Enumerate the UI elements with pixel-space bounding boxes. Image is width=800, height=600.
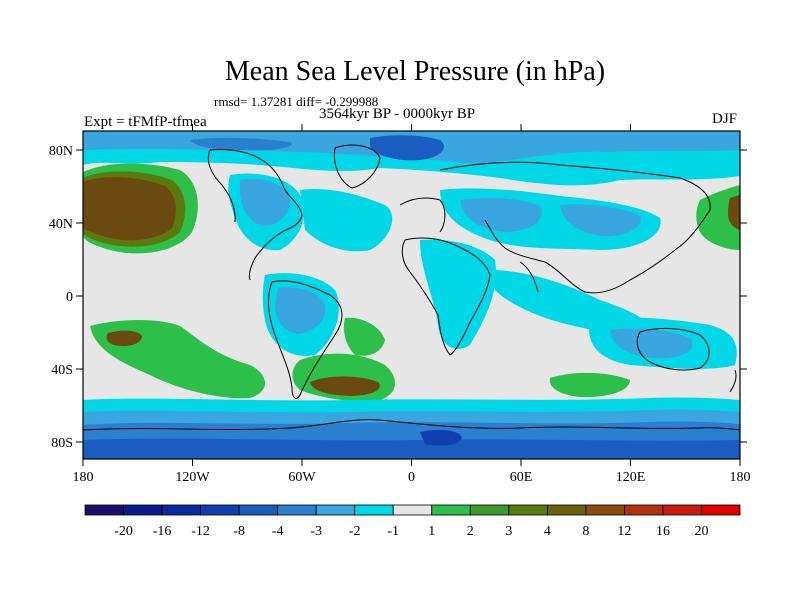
colorbar-swatch xyxy=(431,504,471,516)
australia-blue xyxy=(610,328,693,359)
lat-label-0: 0 xyxy=(66,290,73,305)
colorbar-swatch xyxy=(508,504,548,516)
map-title: Mean Sea Level Pressure (in hPa) xyxy=(224,56,606,87)
colorbar-swatch xyxy=(546,504,587,516)
colorbar-swatch xyxy=(354,504,394,516)
colorbar-label: 20 xyxy=(694,524,708,539)
colorbar-swatch xyxy=(701,504,741,516)
lat-label-80s: 80S xyxy=(51,436,73,451)
coast-australia xyxy=(636,327,710,371)
lat-label-40s: 40S xyxy=(51,363,73,378)
colorbar-swatch xyxy=(315,504,356,516)
colorbar: -20 -16 -12 -8 -4 -3 -2 -1 1 2 3 4 8 12 16 20 xyxy=(84,504,741,539)
lon-label-180w: 180 xyxy=(73,470,94,485)
satlantic-north-green xyxy=(343,317,385,356)
colorbar-label: -12 xyxy=(191,524,210,539)
colorbar-label: -8 xyxy=(233,524,245,539)
southern-darkblue xyxy=(420,430,462,446)
east-brown xyxy=(728,195,740,230)
coast-samerica xyxy=(267,280,343,399)
colorbar-swatch xyxy=(392,504,433,516)
lat-axis: 80N 40N 0 40S 80S xyxy=(49,144,747,451)
satlantic-brown xyxy=(310,376,380,396)
colorbar-label: -3 xyxy=(310,524,322,539)
sindian-green xyxy=(549,372,630,398)
colorbar-label: 12 xyxy=(617,524,631,539)
experiment-label: Expt = tFMfP-tfmea xyxy=(84,114,207,130)
colorbar-swatch xyxy=(123,504,163,516)
lon-label-60e: 60E xyxy=(510,470,533,485)
coast-namerica xyxy=(209,149,303,281)
southern-deepblue xyxy=(83,438,740,459)
npacific-brown xyxy=(83,177,176,241)
colorbar-swatch xyxy=(161,504,201,516)
lon-label-120e: 120E xyxy=(616,470,646,485)
colorbar-label: -1 xyxy=(387,524,399,539)
season-label: DJF xyxy=(712,111,738,127)
arctic-mid xyxy=(190,137,292,151)
colorbar-swatch xyxy=(277,504,317,516)
colorbar-label: 1 xyxy=(428,524,435,539)
coast-europe xyxy=(399,197,446,233)
colorbar-label: 16 xyxy=(656,524,670,539)
coast-antarctica xyxy=(83,419,740,431)
coast-africa xyxy=(401,237,491,356)
colorbar-label: -4 xyxy=(272,524,284,539)
colorbar-swatch xyxy=(662,504,702,516)
colorbar-swatch xyxy=(469,504,510,516)
colorbar-label: -2 xyxy=(349,524,361,539)
colorbar-swatch xyxy=(585,504,625,516)
lon-label-60w: 60W xyxy=(288,470,316,485)
colorbar-swatch xyxy=(624,504,664,516)
colorbar-swatch xyxy=(238,504,279,516)
lon-label-180e: 180 xyxy=(730,470,751,485)
arctic-deep xyxy=(370,135,444,161)
lon-axis: 180 120W 60W 0 60E 120E 180 xyxy=(73,124,751,485)
indian-cyan xyxy=(490,270,650,334)
colorbar-label: -20 xyxy=(114,524,133,539)
lat-label-40n: 40N xyxy=(49,217,73,232)
colorbar-label: 8 xyxy=(582,524,589,539)
lon-label-120w: 120W xyxy=(175,470,210,485)
colorbar-label: -16 xyxy=(153,524,172,539)
period-label: 3564kyr BP - 0000kyr BP xyxy=(319,106,476,122)
spacific-brown xyxy=(106,330,142,346)
samerica-blue xyxy=(275,287,326,334)
coastlines xyxy=(83,144,740,431)
atlantic-cyan xyxy=(300,189,393,252)
coast-namerica-west xyxy=(207,149,236,223)
coast-india xyxy=(519,261,539,293)
rmsd-diff-stats: rmsd= 1.37281 diff= -0.299988 xyxy=(214,94,379,109)
colorbar-swatch xyxy=(84,504,124,516)
pressure-field xyxy=(83,131,740,459)
lat-label-80n: 80N xyxy=(49,144,73,159)
coast-greenland xyxy=(333,144,381,189)
colorbar-label: 4 xyxy=(544,524,551,539)
colorbar-label: 3 xyxy=(505,524,512,539)
colorbar-swatch xyxy=(200,504,240,516)
coast-newzealand xyxy=(729,369,737,393)
lon-label-0: 0 xyxy=(408,470,415,485)
east-green xyxy=(696,185,740,250)
asia-blue xyxy=(560,204,641,237)
coast-asia xyxy=(439,161,711,294)
colorbar-label: 2 xyxy=(467,524,474,539)
eurasia-blue xyxy=(460,198,542,232)
namerica-blue xyxy=(240,178,291,226)
